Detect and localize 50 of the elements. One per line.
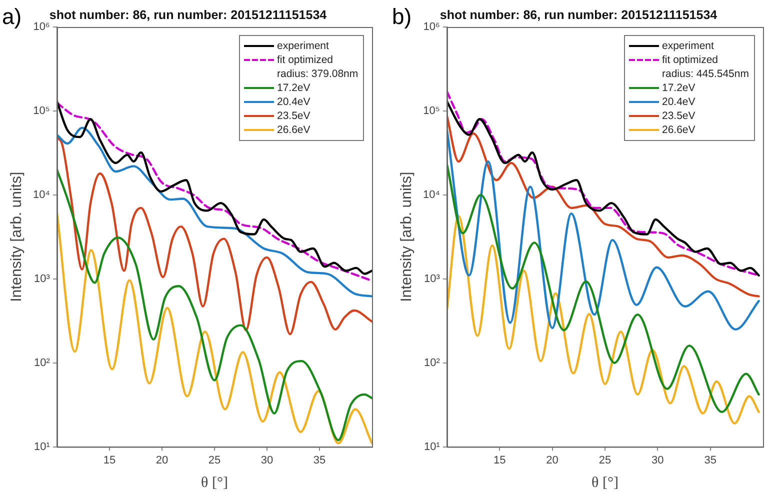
- y-tick-label: 10⁵: [423, 104, 440, 117]
- y-axis-title: Intensity [arb. units]: [8, 172, 26, 302]
- chart-title: shot number: 86, run number: 20151211151534: [49, 8, 327, 22]
- x-tick-label: 20: [546, 454, 558, 466]
- annotation: radius: 379.08nm: [277, 67, 358, 81]
- y-tick-label: 10⁶: [423, 21, 440, 34]
- chart-title: shot number: 86, run number: 20151211151534: [440, 8, 718, 22]
- y-tick-label: 10²: [34, 356, 50, 369]
- legend-label: experiment: [662, 39, 714, 53]
- x-tick-label: 20: [156, 454, 168, 466]
- legend-label: 23.5eV: [277, 109, 310, 123]
- y-tick-label: 10³: [34, 272, 50, 285]
- x-tick-label: 15: [494, 454, 506, 466]
- line-series: [56, 212, 372, 444]
- y-tick-label: 10⁵: [33, 104, 50, 117]
- legend-label: 23.5eV: [662, 109, 696, 123]
- x-axis-title: θ [°]: [592, 474, 618, 491]
- annotation: radius: 445.545nm: [662, 67, 749, 81]
- x-tick-label: 35: [704, 454, 716, 466]
- text: b): [392, 4, 412, 30]
- x-tick-label: 30: [260, 454, 274, 466]
- legend-label: 17.2eV: [662, 81, 696, 95]
- legend-label: 17.2eV: [277, 81, 310, 95]
- legend-label: fit optimized: [277, 53, 334, 67]
- y-axis-title: Intensity [arb. units]: [398, 172, 416, 302]
- line-series: [56, 168, 372, 442]
- legend-label: experiment: [277, 39, 329, 53]
- line-series: [446, 214, 760, 424]
- x-tick-label: 25: [208, 454, 221, 466]
- x-tick-label: 15: [103, 454, 116, 466]
- legend-label: 20.4eV: [662, 95, 696, 109]
- y-tick-label: 10³: [424, 272, 440, 285]
- y-tick-label: 10⁴: [422, 188, 440, 201]
- x-axis-title: θ [°]: [201, 474, 228, 491]
- x-tick-label: 30: [652, 454, 664, 466]
- text: a): [2, 4, 22, 30]
- y-tick-label: 10⁴: [32, 188, 50, 201]
- legend-label: 26.6eV: [277, 123, 310, 137]
- y-tick-label: 10¹: [34, 440, 50, 453]
- y-tick-label: 10²: [424, 356, 440, 369]
- legend-label: 26.6eV: [662, 123, 696, 137]
- x-tick-label: 35: [313, 454, 326, 466]
- line-series: [446, 163, 760, 414]
- x-tick-label: 25: [598, 454, 612, 466]
- legend-label: fit optimized: [662, 53, 718, 67]
- line-series: [56, 136, 372, 336]
- y-tick-label: 10⁶: [33, 21, 50, 34]
- legend-label: 20.4eV: [277, 95, 310, 109]
- y-tick-label: 10¹: [424, 440, 440, 453]
- line-series: [56, 126, 372, 298]
